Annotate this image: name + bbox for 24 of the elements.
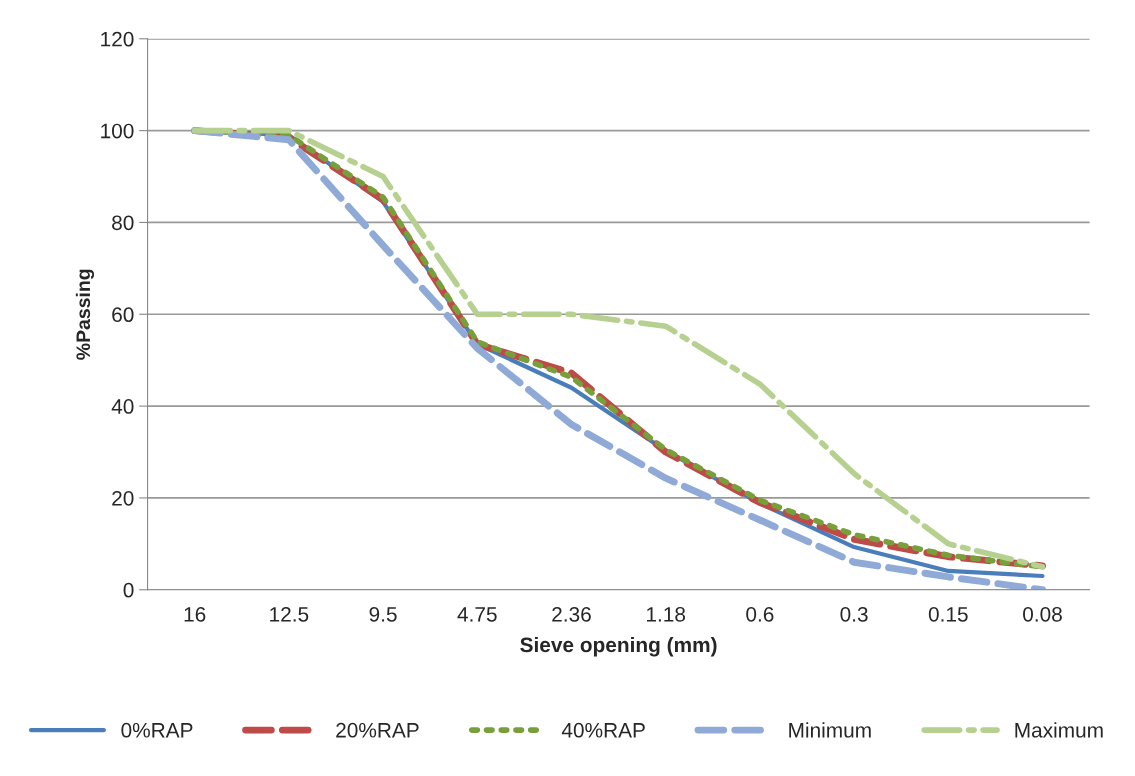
x-tick-label: 12.5 bbox=[270, 606, 309, 622]
x-tick-label: 0.6 bbox=[746, 606, 774, 622]
x-tick-label: 0.15 bbox=[928, 606, 968, 622]
x-tick-label: 1.18 bbox=[646, 606, 686, 622]
x-tick-label: 0.08 bbox=[1023, 606, 1062, 622]
legend-label: 0%RAP bbox=[121, 722, 193, 738]
x-tick-label: 0.3 bbox=[840, 606, 868, 622]
x-tick-label: 16 bbox=[184, 606, 206, 622]
y-tick-label: 20 bbox=[112, 490, 134, 506]
legend-label: 20%RAP bbox=[336, 722, 419, 738]
y-tick-label: 120 bbox=[101, 31, 134, 47]
x-tick-label: 9.5 bbox=[369, 606, 397, 622]
y-axis-title: %Passing bbox=[75, 269, 95, 360]
y-tick-label: 60 bbox=[112, 307, 134, 323]
y-tick-label: 0 bbox=[123, 582, 134, 598]
x-tick-label: 2.36 bbox=[552, 606, 591, 622]
legend-label: Maximum bbox=[1015, 722, 1103, 738]
y-tick-label: 40 bbox=[111, 399, 134, 414]
legend-label: Minimum bbox=[789, 722, 871, 738]
x-tick-label: 4.75 bbox=[457, 607, 497, 622]
y-tick-label: 100 bbox=[101, 123, 134, 139]
y-tick-label: 80 bbox=[112, 215, 134, 231]
x-axis-title: Sieve opening (mm) bbox=[520, 636, 717, 657]
legend-label: 40%RAP bbox=[561, 722, 645, 738]
